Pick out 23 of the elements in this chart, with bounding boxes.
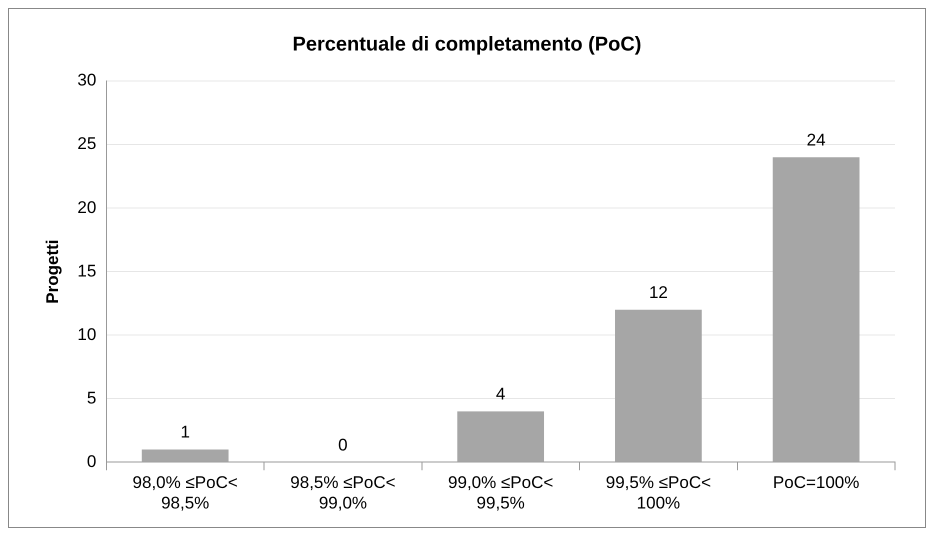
bar — [457, 411, 544, 462]
y-tick-label: 0 — [86, 452, 96, 471]
bar — [772, 157, 860, 462]
chart-title: Percentuale di completamento (PoC) — [292, 34, 642, 56]
y-tick-label: 20 — [77, 198, 96, 217]
y-tick-label: 15 — [77, 261, 96, 280]
y-tick-label: 30 — [77, 70, 96, 90]
y-tick-label: 5 — [86, 388, 96, 408]
data-label: 12 — [648, 282, 668, 302]
y-axis-title: Progetti — [42, 239, 62, 304]
data-label: 0 — [338, 435, 348, 454]
x-tick-label: 99,5% ≤PoC< 100% — [606, 473, 712, 512]
bar — [142, 449, 229, 462]
y-tick-label: 25 — [77, 134, 96, 154]
data-label: 1 — [180, 422, 190, 442]
x-tick-label: 99,0% ≤PoC< 99,5% — [448, 473, 554, 512]
data-label: 24 — [806, 130, 826, 150]
data-label: 4 — [496, 384, 506, 404]
bar — [615, 310, 702, 462]
x-tick-label: 98,0% ≤PoC< 98,5% — [132, 473, 238, 512]
x-tick-label: PoC=100% — [772, 473, 860, 492]
y-tick-label: 10 — [77, 324, 96, 344]
x-tick-label: 98,5% ≤PoC< 99,0% — [290, 473, 396, 512]
